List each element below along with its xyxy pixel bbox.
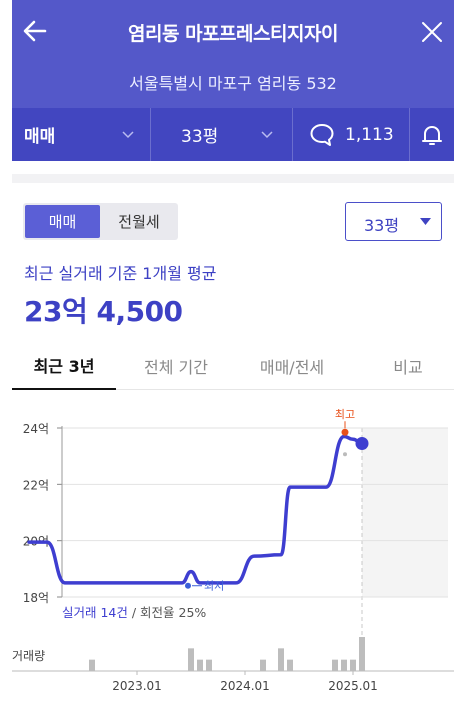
tab-compare[interactable]: 비교 <box>393 358 423 377</box>
y-tick-label: 22억 <box>23 478 49 492</box>
trade-summary: 실거래 14건 / 회전율 25% <box>62 605 206 620</box>
period-tabs: 최근 3년 전체 기간 매매/전세 비교 <box>12 342 454 390</box>
page-title: 염리동 마포프레스티지자이 <box>128 23 338 45</box>
volume-bar <box>332 659 338 671</box>
close-icon[interactable] <box>420 20 444 44</box>
volume-bar <box>350 659 356 671</box>
trade-type-label: 매매 <box>24 127 56 147</box>
volume-bar <box>278 648 284 671</box>
volume-label: 거래량 <box>12 649 45 663</box>
chevron-down-icon <box>261 131 273 139</box>
header-toolbar: 매매 33평 1,113 <box>12 108 454 161</box>
title-bar: 염리동 마포프레스티지자이 <box>12 0 454 60</box>
trade-type-dropdown[interactable]: 매매 <box>12 108 151 161</box>
x-tick-label: 2024.01 <box>220 679 270 693</box>
x-tick-label: 2025.01 <box>328 679 378 693</box>
volume-bar <box>260 659 266 671</box>
max-dot-gray <box>343 452 347 457</box>
tab-all-period[interactable]: 전체 기간 <box>144 358 208 377</box>
volume-bar <box>89 659 95 671</box>
section-divider <box>12 174 454 183</box>
tab-recent-3-years[interactable]: 최근 3년 <box>12 342 116 390</box>
tab-sale-jeonse[interactable]: 매매/전세 <box>259 358 325 377</box>
bell-icon <box>422 125 442 145</box>
volume-bar <box>287 659 293 671</box>
y-tick-label: 18억 <box>23 591 49 605</box>
app-header: 염리동 마포프레스티지자이 서울특별시 마포구 염리동 532 매매 33평 1… <box>12 0 454 161</box>
min-label: 최저 <box>204 580 224 593</box>
max-label: 최고 <box>335 408 355 421</box>
volume-bar <box>206 659 212 671</box>
x-tick-label: 2023.01 <box>112 679 162 693</box>
comments-button[interactable]: 1,113 <box>293 108 410 161</box>
chevron-down-icon <box>122 131 134 139</box>
size-select-value: 33평 <box>364 216 400 235</box>
price-line <box>27 434 364 585</box>
future-region <box>362 428 448 597</box>
trade-type-segmented-control: 매매 전월세 <box>23 203 178 240</box>
min-point <box>185 582 191 589</box>
speech-bubble-icon <box>310 123 334 146</box>
segment-rent[interactable]: 전월세 <box>118 213 160 231</box>
volume-bar <box>359 637 365 671</box>
volume-bar <box>197 659 203 671</box>
average-price: 23억 4,500 <box>24 295 183 328</box>
comment-count: 1,113 <box>345 124 394 145</box>
alert-button[interactable] <box>410 108 454 161</box>
size-dropdown[interactable]: 33평 <box>151 108 293 161</box>
size-select[interactable]: 33평 <box>345 202 442 241</box>
turnover-rate: / 회전율 25% <box>128 605 207 620</box>
average-label: 최근 실거래 기준 1개월 평균 <box>24 264 217 283</box>
back-arrow-icon[interactable] <box>22 18 48 44</box>
trade-count: 실거래 14건 <box>62 605 128 620</box>
segment-sale[interactable]: 매매 <box>25 205 100 238</box>
current-price-point <box>355 436 369 450</box>
volume-bar <box>188 648 194 671</box>
address-text: 서울특별시 마포구 염리동 532 <box>129 74 337 93</box>
size-label: 33평 <box>181 127 219 147</box>
volume-bar <box>341 659 347 671</box>
max-point <box>341 428 349 436</box>
y-tick-label: 24억 <box>23 422 49 436</box>
triangle-down-icon <box>420 218 431 225</box>
